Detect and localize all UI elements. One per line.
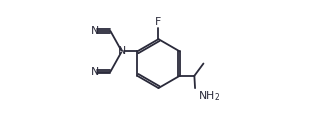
Text: N: N <box>118 46 126 56</box>
Text: N: N <box>91 26 100 36</box>
Text: NH$_2$: NH$_2$ <box>197 89 219 103</box>
Text: F: F <box>155 17 161 27</box>
Text: N: N <box>91 67 100 77</box>
